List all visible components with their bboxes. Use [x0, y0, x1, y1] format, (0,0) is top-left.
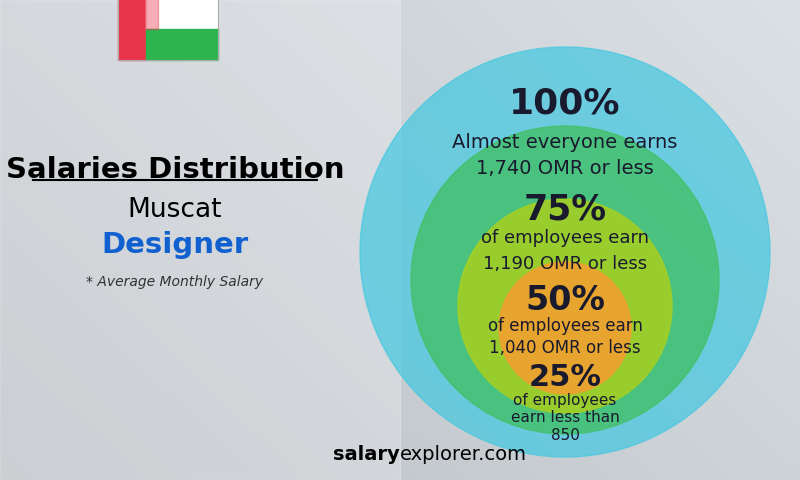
- Text: of employees earn: of employees earn: [487, 317, 642, 335]
- Bar: [146, 0, 158, 29]
- Text: Salaries Distribution: Salaries Distribution: [6, 156, 344, 184]
- Bar: [118, 0, 218, 60]
- Bar: [118, 0, 146, 60]
- Text: earn less than: earn less than: [510, 410, 619, 425]
- Text: of employees earn: of employees earn: [481, 229, 649, 247]
- Text: explorer.com: explorer.com: [400, 444, 527, 464]
- Text: 1,040 OMR or less: 1,040 OMR or less: [489, 339, 641, 357]
- Bar: [146, 29, 218, 60]
- Text: 75%: 75%: [523, 193, 606, 227]
- Text: Almost everyone earns: Almost everyone earns: [452, 132, 678, 152]
- Circle shape: [360, 47, 770, 457]
- Text: salary: salary: [334, 444, 400, 464]
- Circle shape: [458, 199, 672, 413]
- Text: 1,740 OMR or less: 1,740 OMR or less: [476, 158, 654, 178]
- Text: 850: 850: [550, 429, 579, 444]
- Text: Designer: Designer: [102, 231, 249, 259]
- Text: Muscat: Muscat: [128, 197, 222, 223]
- Text: 50%: 50%: [525, 284, 605, 316]
- Text: 1,190 OMR or less: 1,190 OMR or less: [483, 255, 647, 273]
- Circle shape: [411, 126, 719, 434]
- Text: 25%: 25%: [529, 363, 602, 393]
- Text: 100%: 100%: [510, 87, 621, 121]
- Bar: [0, 0, 400, 480]
- Text: * Average Monthly Salary: * Average Monthly Salary: [86, 275, 263, 289]
- Circle shape: [499, 262, 631, 394]
- Text: of employees: of employees: [514, 393, 617, 408]
- Bar: [146, 0, 218, 29]
